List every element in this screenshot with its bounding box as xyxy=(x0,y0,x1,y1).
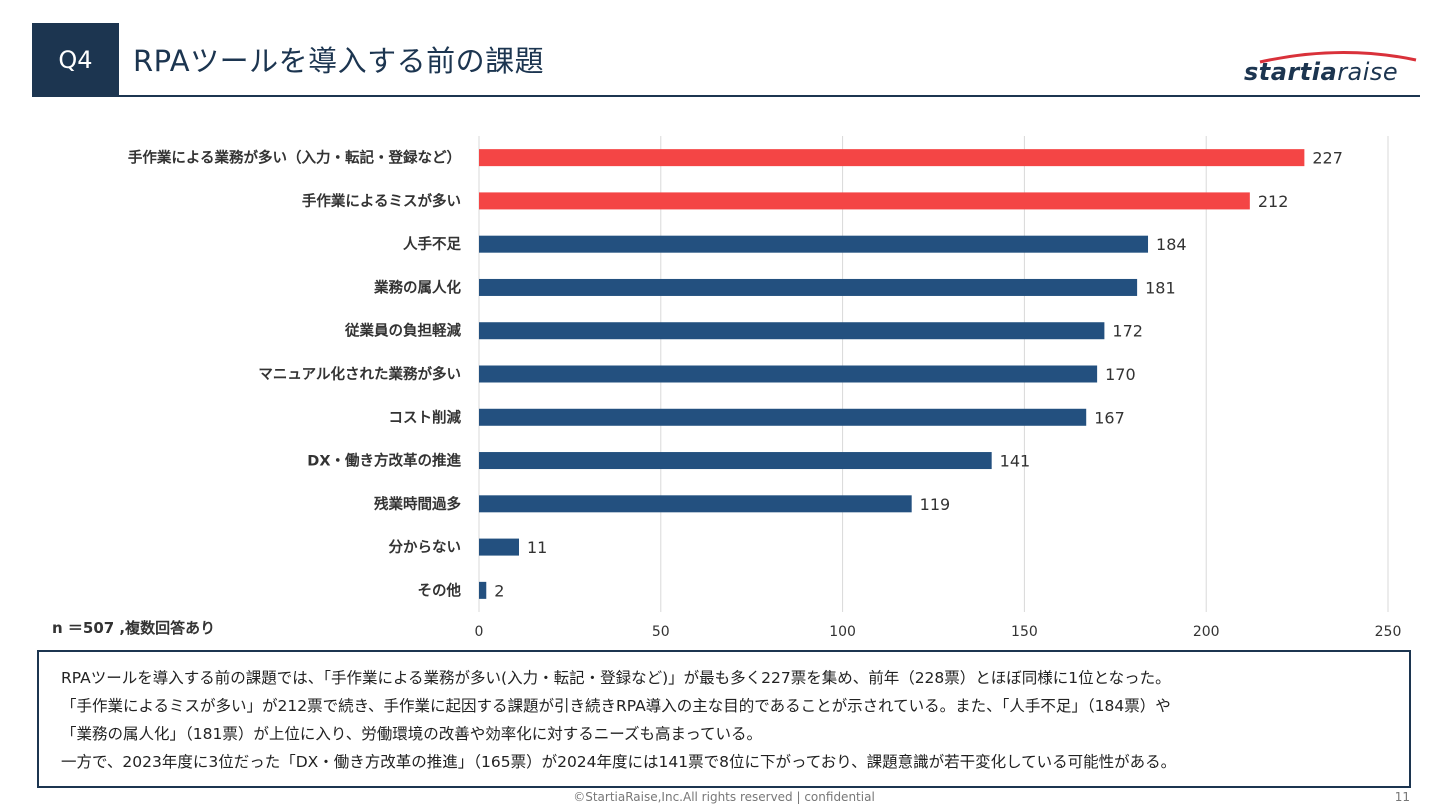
bar xyxy=(479,495,912,513)
data-label: 172 xyxy=(1112,322,1143,341)
startia-raise-logo: startiaraise xyxy=(1240,46,1420,88)
data-label: 212 xyxy=(1258,192,1289,211)
data-label: 227 xyxy=(1312,149,1343,168)
page-number: 11 xyxy=(1394,790,1410,804)
sample-size-note: n ＝507 ,複数回答あり xyxy=(52,619,216,637)
bar xyxy=(479,581,487,599)
logo-light-text: raise xyxy=(1337,58,1399,86)
summary-line: 「業務の属人化」（181票）が上位に入り、労働環境の改善や効率化に対するニーズも… xyxy=(61,725,763,743)
bar xyxy=(479,365,1098,383)
data-label: 181 xyxy=(1145,278,1176,297)
summary-box: RPAツールを導入する前の課題では、「手作業による業務が多い(入力・転記・登録な… xyxy=(37,650,1411,788)
category-label: DX・働き方改革の推進 xyxy=(307,452,461,470)
data-label: 2 xyxy=(494,581,504,600)
logo-swoosh-icon xyxy=(1259,50,1417,64)
page-title: RPAツールを導入する前の課題 xyxy=(133,44,545,78)
summary-line: 「手作業によるミスが多い」が212票で続き、手作業に起因する課題が引き続きRPA… xyxy=(61,697,1171,715)
bar xyxy=(479,408,1087,426)
summary-line: RPAツールを導入する前の課題では、「手作業による業務が多い(入力・転記・登録な… xyxy=(61,669,1171,687)
category-label: 手作業によるミスが多い xyxy=(302,192,461,210)
category-label: その他 xyxy=(418,581,462,599)
bar xyxy=(479,322,1105,340)
bar xyxy=(479,192,1250,210)
category-label: 残業時間過多 xyxy=(374,495,461,513)
x-tick-label: 0 xyxy=(475,624,484,640)
title-divider xyxy=(32,95,1420,97)
x-tick-label: 100 xyxy=(829,624,856,640)
data-label: 170 xyxy=(1105,365,1136,384)
copyright-footer: ©StartiaRaise,Inc.All rights reserved | … xyxy=(573,790,875,804)
category-label: 分からない xyxy=(389,539,462,556)
bar xyxy=(479,278,1138,296)
x-tick-label: 250 xyxy=(1375,624,1402,640)
bar xyxy=(479,149,1305,167)
data-label: 11 xyxy=(527,538,547,557)
bar xyxy=(479,235,1149,253)
category-label: コスト削減 xyxy=(389,408,462,426)
data-label: 167 xyxy=(1094,408,1125,427)
category-label: 従業員の負担軽減 xyxy=(344,322,461,340)
logo-strong-text: startia xyxy=(1244,58,1338,86)
x-tick-label: 50 xyxy=(652,624,670,640)
category-label: 業務の属人化 xyxy=(373,278,461,296)
summary-line: 一方で、2023年度に3位だった「DX・働き方改革の推進」（165票）が2024… xyxy=(61,753,1177,771)
bar xyxy=(479,452,992,470)
logo-wordmark: startiaraise xyxy=(1244,58,1398,86)
question-badge: Q4 xyxy=(32,23,119,97)
data-label: 184 xyxy=(1156,235,1187,254)
x-tick-label: 200 xyxy=(1193,624,1220,640)
category-label: マニュアル化された業務が多い xyxy=(258,365,461,383)
bar xyxy=(479,538,519,556)
x-tick-label: 150 xyxy=(1011,624,1038,640)
data-label: 141 xyxy=(1000,452,1031,471)
category-label: 手作業による業務が多い（入力・転記・登録など） xyxy=(128,149,461,167)
category-label: 人手不足 xyxy=(403,235,461,253)
data-label: 119 xyxy=(920,495,951,514)
